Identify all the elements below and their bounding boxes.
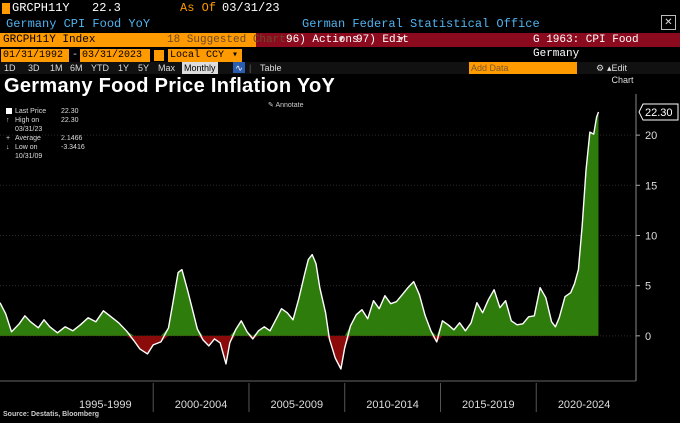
actions-menu[interactable]: 96) Actions (286, 34, 359, 46)
period-ytd[interactable]: YTD (91, 63, 109, 73)
last-price-label: 22.30 (645, 107, 673, 119)
legend-value: 2.1466 (61, 135, 83, 142)
x-tick-label: 2000-2004 (175, 399, 228, 411)
edit-chevron-icon[interactable]: ▾ (398, 34, 405, 46)
period-bar: 1D 3D 1M 6M YTD 1Y 5Y Max Monthly ∿ | Ta… (0, 62, 680, 85)
edit-chart-label: Edit Chart (611, 63, 634, 85)
legend-high: ↑ High on 03/31/23 22.30 (6, 116, 85, 134)
date-separator: - (72, 50, 79, 61)
negative-area (0, 335, 599, 369)
annotate-button[interactable]: ✎ Annotate (268, 102, 304, 109)
y-tick-label: 0 (645, 331, 651, 343)
chart-legend: Last Price 22.30 ↑ High on 03/31/23 22.3… (6, 107, 85, 161)
suggested-charts-button[interactable]: 18 Suggested Charts (167, 34, 293, 46)
table-tab[interactable]: Table (260, 63, 282, 73)
security-index-field[interactable]: GRCPH11Y Index (0, 33, 256, 47)
y-tick-label: 20 (645, 130, 657, 142)
annotate-label: Annotate (275, 102, 304, 109)
actions-chevron-icon[interactable]: ▾ (338, 34, 345, 46)
last-price-tag (638, 103, 679, 121)
security-subheader: Germany CPI Food YoY German Federal Stat… (0, 16, 680, 33)
y-tick-label: 5 (645, 281, 651, 293)
x-tick-label: 2005-2009 (271, 399, 324, 411)
chart-id: G 1963: CPI Food Germany (533, 34, 639, 60)
chart-settings-icon[interactable]: ⚙ (596, 63, 605, 73)
x-tick-label: 1995-1999 (79, 399, 132, 411)
x-tick-label: 2015-2019 (462, 399, 515, 411)
date-range-bar: 01/31/1992 - 03/31/2023 Local CCY ▾ (0, 49, 680, 62)
legend-label: Last Price (15, 108, 47, 115)
legend-value: 22.30 (61, 108, 79, 115)
as-of-date: 03/31/23 (222, 1, 280, 15)
start-date-input[interactable]: 01/31/1992 (1, 49, 69, 62)
command-toolbar: GRCPH11Y Index 18 Suggested Charts 96) A… (0, 33, 680, 60)
legend-average: + Average 2.1466 (6, 134, 85, 143)
chart-title: Germany Food Price Inflation YoY (4, 75, 336, 97)
legend-up-icon: ↑ (6, 117, 10, 124)
period-3d[interactable]: 3D (28, 63, 40, 73)
legend-value: -3.3416 (61, 144, 85, 151)
period-1y[interactable]: 1Y (118, 63, 130, 73)
positive-area (0, 112, 599, 336)
legend-down-icon: ↓ (6, 144, 10, 151)
ticker-marker (2, 3, 10, 14)
legend-value: 22.30 (61, 117, 79, 124)
series-line (0, 111, 600, 370)
legend-swatch-icon (6, 108, 12, 114)
period-1d[interactable]: 1D (4, 63, 16, 73)
legend-label: Low on 10/31/09 (15, 144, 43, 160)
y-tick-label: 10 (645, 230, 657, 242)
divider: | (249, 63, 252, 73)
calendar-icon[interactable] (154, 50, 164, 61)
frequency-select[interactable]: Monthly (182, 62, 218, 74)
legend-label: High on 03/31/23 (15, 117, 43, 133)
legend-low: ↓ Low on 10/31/09 -3.3416 (6, 143, 85, 161)
edit-menu[interactable]: 97) Edit (356, 34, 409, 46)
as-of-label: As Of (180, 1, 217, 15)
last-value: 22.3 (92, 1, 121, 15)
period-6m[interactable]: 6M (70, 63, 83, 73)
period-1m[interactable]: 1M (50, 63, 63, 73)
source-note: Source: Destatis, Bloomberg (3, 411, 100, 418)
currency-select[interactable]: Local CCY (168, 49, 242, 62)
legend-last-price: Last Price 22.30 (6, 107, 85, 116)
legend-average-icon: + (6, 135, 11, 142)
security-header: GRCPH11Y 22.3 As Of 03/31/23 (0, 0, 680, 17)
y-tick-label: 15 (645, 180, 657, 192)
add-data-input[interactable]: Add Data (469, 62, 577, 74)
security-name: Germany CPI Food YoY (6, 17, 151, 31)
legend-label: Average (15, 135, 41, 142)
period-max[interactable]: Max (158, 63, 176, 73)
x-tick-label: 2010-2014 (366, 399, 419, 411)
period-5y[interactable]: 5Y (138, 63, 150, 73)
x-tick-label: 2020-2024 (558, 399, 611, 411)
end-date-input[interactable]: 03/31/2023 (80, 49, 150, 62)
currency-chevron-icon[interactable]: ▾ (232, 50, 239, 61)
ticker[interactable]: GRCPH11Y (12, 1, 70, 15)
close-button[interactable]: ✕ (661, 15, 676, 30)
edit-chart-button[interactable]: ▴ Edit Chart (607, 63, 634, 85)
chart-type-icon[interactable]: ∿ (233, 62, 245, 73)
source-name: German Federal Statistical Office (302, 17, 540, 31)
